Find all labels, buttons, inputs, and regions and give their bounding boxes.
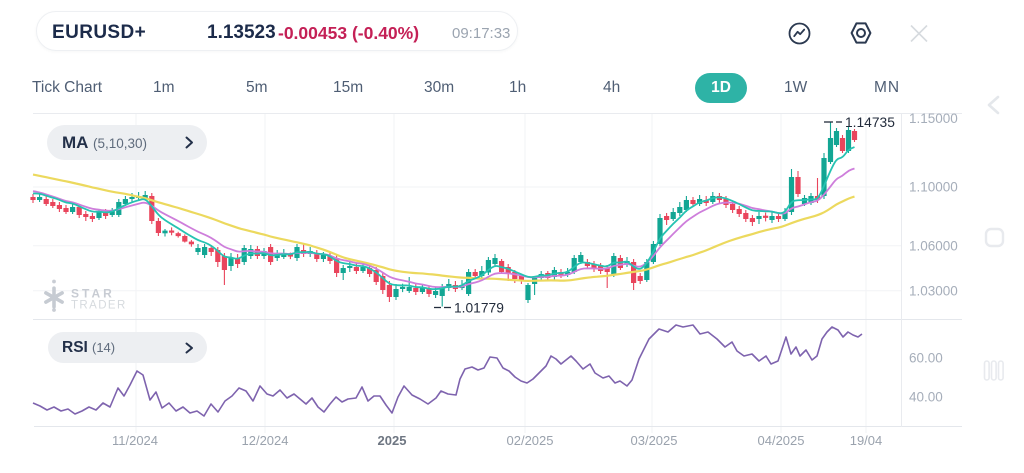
svg-text:1.06000: 1.06000	[909, 238, 958, 253]
svg-text:11/2024: 11/2024	[112, 433, 158, 448]
svg-text:1.10000: 1.10000	[909, 180, 958, 195]
svg-text:03/2025: 03/2025	[631, 433, 678, 448]
svg-text:40.00: 40.00	[909, 390, 943, 405]
svg-text:12/2024: 12/2024	[242, 433, 289, 448]
svg-text:02/2025: 02/2025	[507, 433, 554, 448]
svg-text:STAR: STAR	[71, 287, 115, 301]
svg-text:1.01779: 1.01779	[454, 301, 504, 316]
svg-text:TRADER: TRADER	[71, 300, 127, 312]
svg-text:04/2025: 04/2025	[758, 433, 805, 448]
svg-text:1.03000: 1.03000	[909, 283, 958, 298]
svg-text:1.15000: 1.15000	[909, 111, 958, 126]
svg-text:19/04: 19/04	[850, 433, 883, 448]
svg-text:2025: 2025	[378, 433, 407, 448]
svg-text:60.00: 60.00	[909, 351, 943, 366]
svg-text:1.14735: 1.14735	[845, 115, 895, 130]
